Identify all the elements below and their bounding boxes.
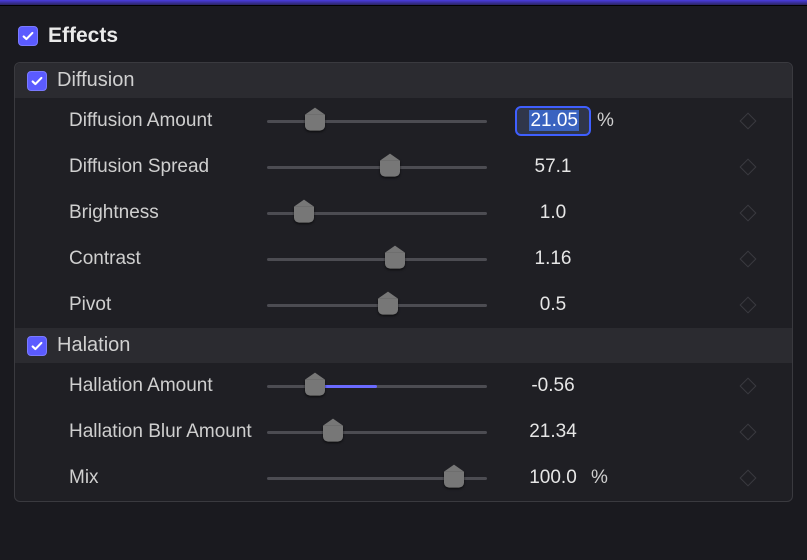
brightness-slider[interactable] bbox=[267, 212, 487, 215]
param-row: Diffusion Spread 57.1 bbox=[15, 144, 792, 190]
keyframe-icon[interactable] bbox=[740, 424, 757, 441]
keyframe-icon[interactable] bbox=[740, 470, 757, 487]
slider-thumb[interactable] bbox=[385, 253, 405, 269]
slider-track bbox=[267, 258, 487, 261]
param-label: Contrast bbox=[15, 248, 267, 270]
param-row: Pivot 0.5 bbox=[15, 282, 792, 328]
diffusion-spread-value[interactable]: 57.1 bbox=[521, 156, 585, 178]
check-icon bbox=[30, 339, 44, 353]
param-label: Pivot bbox=[15, 294, 267, 316]
param-row: Hallation Amount -0.56 bbox=[15, 363, 792, 409]
param-label: Brightness bbox=[15, 202, 267, 224]
param-label: Hallation Blur Amount bbox=[15, 421, 267, 443]
slider-thumb[interactable] bbox=[305, 380, 325, 396]
param-label: Mix bbox=[15, 467, 267, 489]
slider-thumb[interactable] bbox=[323, 426, 343, 442]
slider-thumb[interactable] bbox=[380, 161, 400, 177]
unit-label: % bbox=[591, 467, 613, 489]
mix-slider[interactable] bbox=[267, 477, 487, 480]
diffusion-amount-slider[interactable] bbox=[267, 120, 487, 123]
keyframe-cell bbox=[647, 299, 788, 311]
hallation-amount-slider[interactable] bbox=[267, 385, 487, 388]
pivot-value[interactable]: 0.5 bbox=[521, 294, 585, 316]
keyframe-icon[interactable] bbox=[740, 251, 757, 268]
value-text: 21.05 bbox=[529, 110, 579, 131]
diffusion-checkbox[interactable] bbox=[27, 71, 47, 91]
value-cell: 1.16 bbox=[487, 248, 647, 270]
effects-checkbox[interactable] bbox=[18, 26, 38, 46]
slider-track bbox=[267, 120, 487, 123]
slider-track bbox=[267, 431, 487, 434]
hallation-amount-value[interactable]: -0.56 bbox=[521, 375, 585, 397]
param-row: Mix 100.0 % bbox=[15, 455, 792, 501]
slider-thumb[interactable] bbox=[378, 299, 398, 315]
keyframe-cell bbox=[647, 426, 788, 438]
brightness-value[interactable]: 1.0 bbox=[521, 202, 585, 224]
keyframe-cell bbox=[647, 253, 788, 265]
param-row: Hallation Blur Amount 21.34 bbox=[15, 409, 792, 455]
keyframe-icon[interactable] bbox=[740, 378, 757, 395]
halation-checkbox[interactable] bbox=[27, 336, 47, 356]
keyframe-icon[interactable] bbox=[740, 113, 757, 130]
effects-group-container: Diffusion Diffusion Amount 21.05 % Diffu… bbox=[14, 62, 793, 502]
contrast-slider[interactable] bbox=[267, 258, 487, 261]
effects-panel: Effects Diffusion Diffusion Amount 21.05… bbox=[0, 6, 807, 502]
slider-thumb[interactable] bbox=[444, 472, 464, 488]
param-row: Diffusion Amount 21.05 % bbox=[15, 98, 792, 144]
keyframe-icon[interactable] bbox=[740, 159, 757, 176]
value-cell: 57.1 bbox=[487, 156, 647, 178]
diffusion-title: Diffusion bbox=[57, 69, 134, 92]
unit-label: % bbox=[597, 110, 619, 132]
mix-value[interactable]: 100.0 bbox=[521, 467, 585, 489]
keyframe-icon[interactable] bbox=[740, 297, 757, 314]
keyframe-cell bbox=[647, 380, 788, 392]
diffusion-amount-value-input[interactable]: 21.05 bbox=[515, 106, 591, 136]
panel-title: Effects bbox=[48, 24, 118, 48]
keyframe-cell bbox=[647, 207, 788, 219]
halation-title: Halation bbox=[57, 334, 130, 357]
halation-header[interactable]: Halation bbox=[15, 328, 792, 363]
param-label: Diffusion Amount bbox=[15, 110, 267, 132]
diffusion-spread-slider[interactable] bbox=[267, 166, 487, 169]
slider-thumb[interactable] bbox=[294, 207, 314, 223]
param-row: Brightness 1.0 bbox=[15, 190, 792, 236]
keyframe-cell bbox=[647, 161, 788, 173]
param-label: Hallation Amount bbox=[15, 375, 267, 397]
value-cell: 0.5 bbox=[487, 294, 647, 316]
hallation-blur-amount-value[interactable]: 21.34 bbox=[521, 421, 585, 443]
value-cell: 1.0 bbox=[487, 202, 647, 224]
check-icon bbox=[21, 29, 35, 43]
panel-title-row: Effects bbox=[8, 24, 799, 62]
check-icon bbox=[30, 74, 44, 88]
keyframe-cell bbox=[647, 115, 788, 127]
value-cell: 100.0 % bbox=[487, 467, 647, 489]
value-cell: 21.34 bbox=[487, 421, 647, 443]
slider-track bbox=[267, 385, 487, 388]
param-row: Contrast 1.16 bbox=[15, 236, 792, 282]
slider-track bbox=[267, 166, 487, 169]
keyframe-cell bbox=[647, 472, 788, 484]
value-cell: 21.05 % bbox=[487, 106, 647, 136]
diffusion-header[interactable]: Diffusion bbox=[15, 63, 792, 98]
value-cell: -0.56 bbox=[487, 375, 647, 397]
slider-thumb[interactable] bbox=[305, 115, 325, 131]
keyframe-icon[interactable] bbox=[740, 205, 757, 222]
hallation-blur-amount-slider[interactable] bbox=[267, 431, 487, 434]
param-label: Diffusion Spread bbox=[15, 156, 267, 178]
contrast-value[interactable]: 1.16 bbox=[521, 248, 585, 270]
slider-track bbox=[267, 304, 487, 307]
pivot-slider[interactable] bbox=[267, 304, 487, 307]
